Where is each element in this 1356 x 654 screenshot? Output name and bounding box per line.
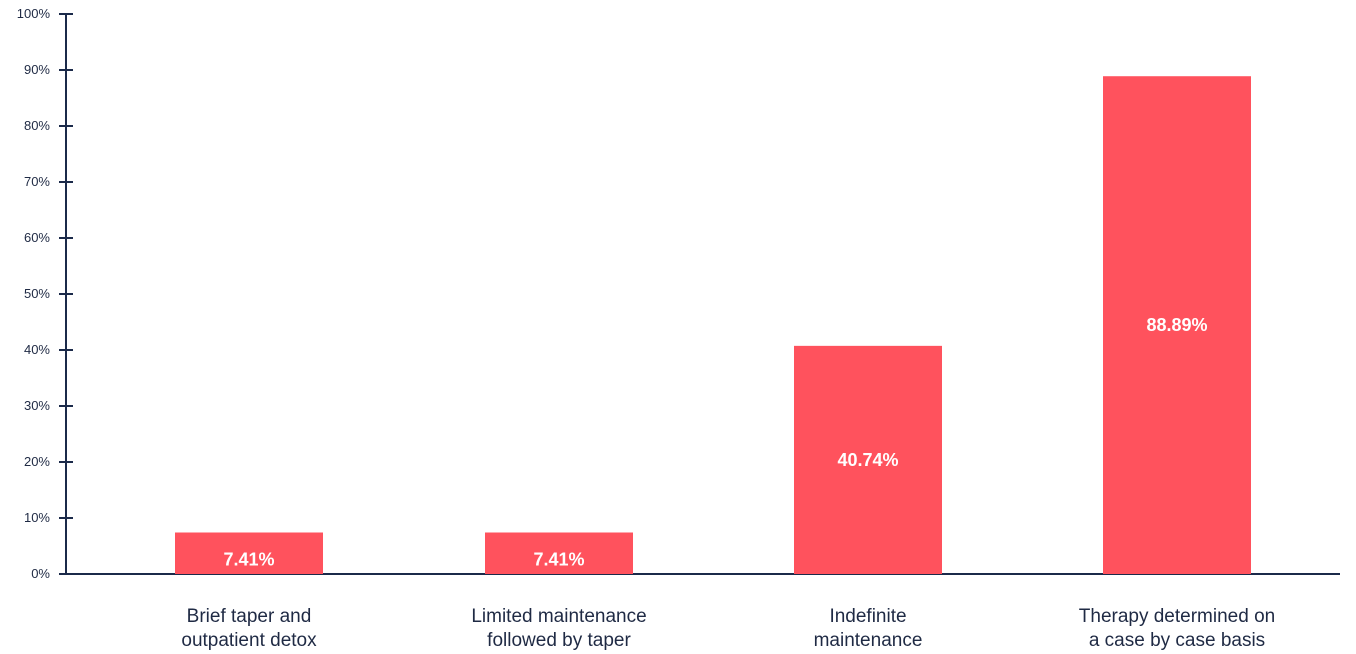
x-category-label: Limited maintenance [471,606,646,627]
y-tick-label: 10% [24,510,50,525]
x-category-label: Brief taper and [187,606,312,627]
bar-data-label: 7.41% [533,549,584,569]
bars [175,76,1251,574]
x-category-label: followed by taper [487,630,631,651]
y-tick-label: 60% [24,230,50,245]
y-tick-label: 30% [24,398,50,413]
y-tick-label: 50% [24,286,50,301]
x-category-label: a case by case basis [1089,630,1265,651]
y-tick-label: 90% [24,62,50,77]
bar-data-label: 88.89% [1146,315,1207,335]
x-category-label: Indefinite [829,606,906,627]
bar [1103,76,1251,574]
y-tick-label: 70% [24,174,50,189]
bar [485,532,633,574]
labels: 7.41% Brief taper and outpatient detox 7.41… [181,315,1275,651]
x-category-label: outpatient detox [181,630,317,651]
y-tick-label: 40% [24,342,50,357]
x-category-label: Therapy determined on [1079,606,1275,627]
y-tick-label: 0% [31,566,50,581]
y-tick-label: 20% [24,454,50,469]
y-tick-label: 100% [17,6,51,21]
bar-data-label: 7.41% [223,549,274,569]
bar [794,345,942,574]
bar-data-label: 40.74% [837,450,898,470]
bar [175,532,323,574]
y-tick-label: 80% [24,118,50,133]
x-category-label: maintenance [814,630,923,651]
